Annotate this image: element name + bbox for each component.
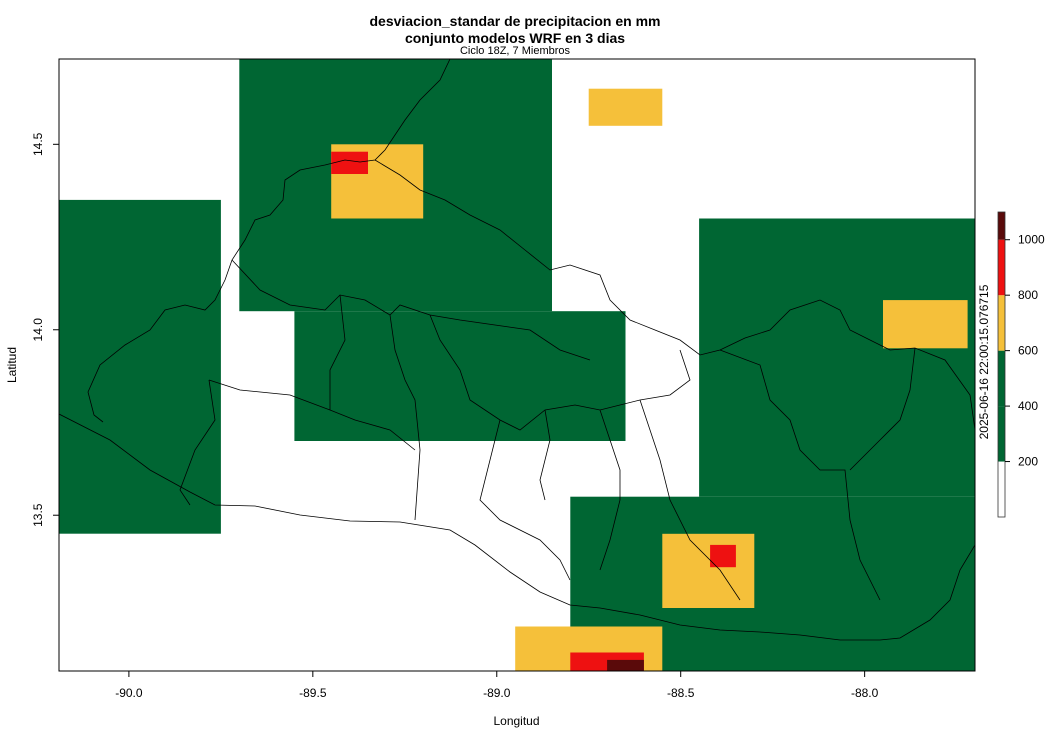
field-region-11 — [710, 544, 736, 568]
field-region-7 — [662, 533, 755, 608]
x-tick-label: -89.0 — [483, 686, 511, 700]
coastline — [59, 413, 975, 641]
x-axis-label: Longitud — [493, 714, 540, 728]
x-tick-label: -90.0 — [115, 686, 143, 700]
colorbar-frame — [997, 211, 1006, 518]
colorbar-tick-label: 1000 — [1018, 233, 1045, 247]
department-borders — [179, 259, 916, 601]
field-region-13 — [607, 659, 644, 671]
y-tick-label: 14.5 — [31, 132, 45, 156]
colorbar-segment — [998, 239, 1005, 296]
colorbar-segment — [998, 295, 1005, 351]
field-region-2 — [294, 311, 626, 441]
colorbar-segment — [998, 350, 1005, 407]
chart-title-line2: conjunto modelos WRF en 3 dias — [404, 30, 626, 46]
colorbar-tick-label: 600 — [1018, 344, 1038, 358]
y-axis-label: Latitud — [5, 346, 19, 384]
field-region-0 — [59, 199, 221, 534]
plot-frame — [58, 58, 976, 672]
y-tick-label: 13.5 — [31, 503, 45, 527]
x-tick-label: -89.5 — [299, 686, 327, 700]
country-border-east — [374, 159, 975, 431]
y-tick-label: 14.0 — [31, 318, 45, 342]
colorbar-segment — [998, 406, 1005, 462]
colorbar-segment — [998, 212, 1005, 240]
x-tick-label: -88.5 — [667, 686, 695, 700]
x-tick-label: -88.0 — [851, 686, 879, 700]
chart-title: desviacion_standar de precipitacion en m… — [369, 13, 661, 29]
country-border-north — [87, 59, 451, 423]
field-region-10 — [331, 151, 368, 174]
colorbar-tick-label: 800 — [1018, 288, 1038, 302]
field-region-8 — [883, 300, 968, 349]
field-region-3 — [699, 218, 975, 497]
colorbar-tick-label: 400 — [1018, 399, 1038, 413]
field-region-6 — [588, 88, 663, 126]
colorbar-segment — [998, 461, 1005, 517]
colorbar-tick-label: 200 — [1018, 455, 1038, 469]
chart-subtitle: Ciclo 18Z, 7 Miembros — [459, 45, 571, 57]
